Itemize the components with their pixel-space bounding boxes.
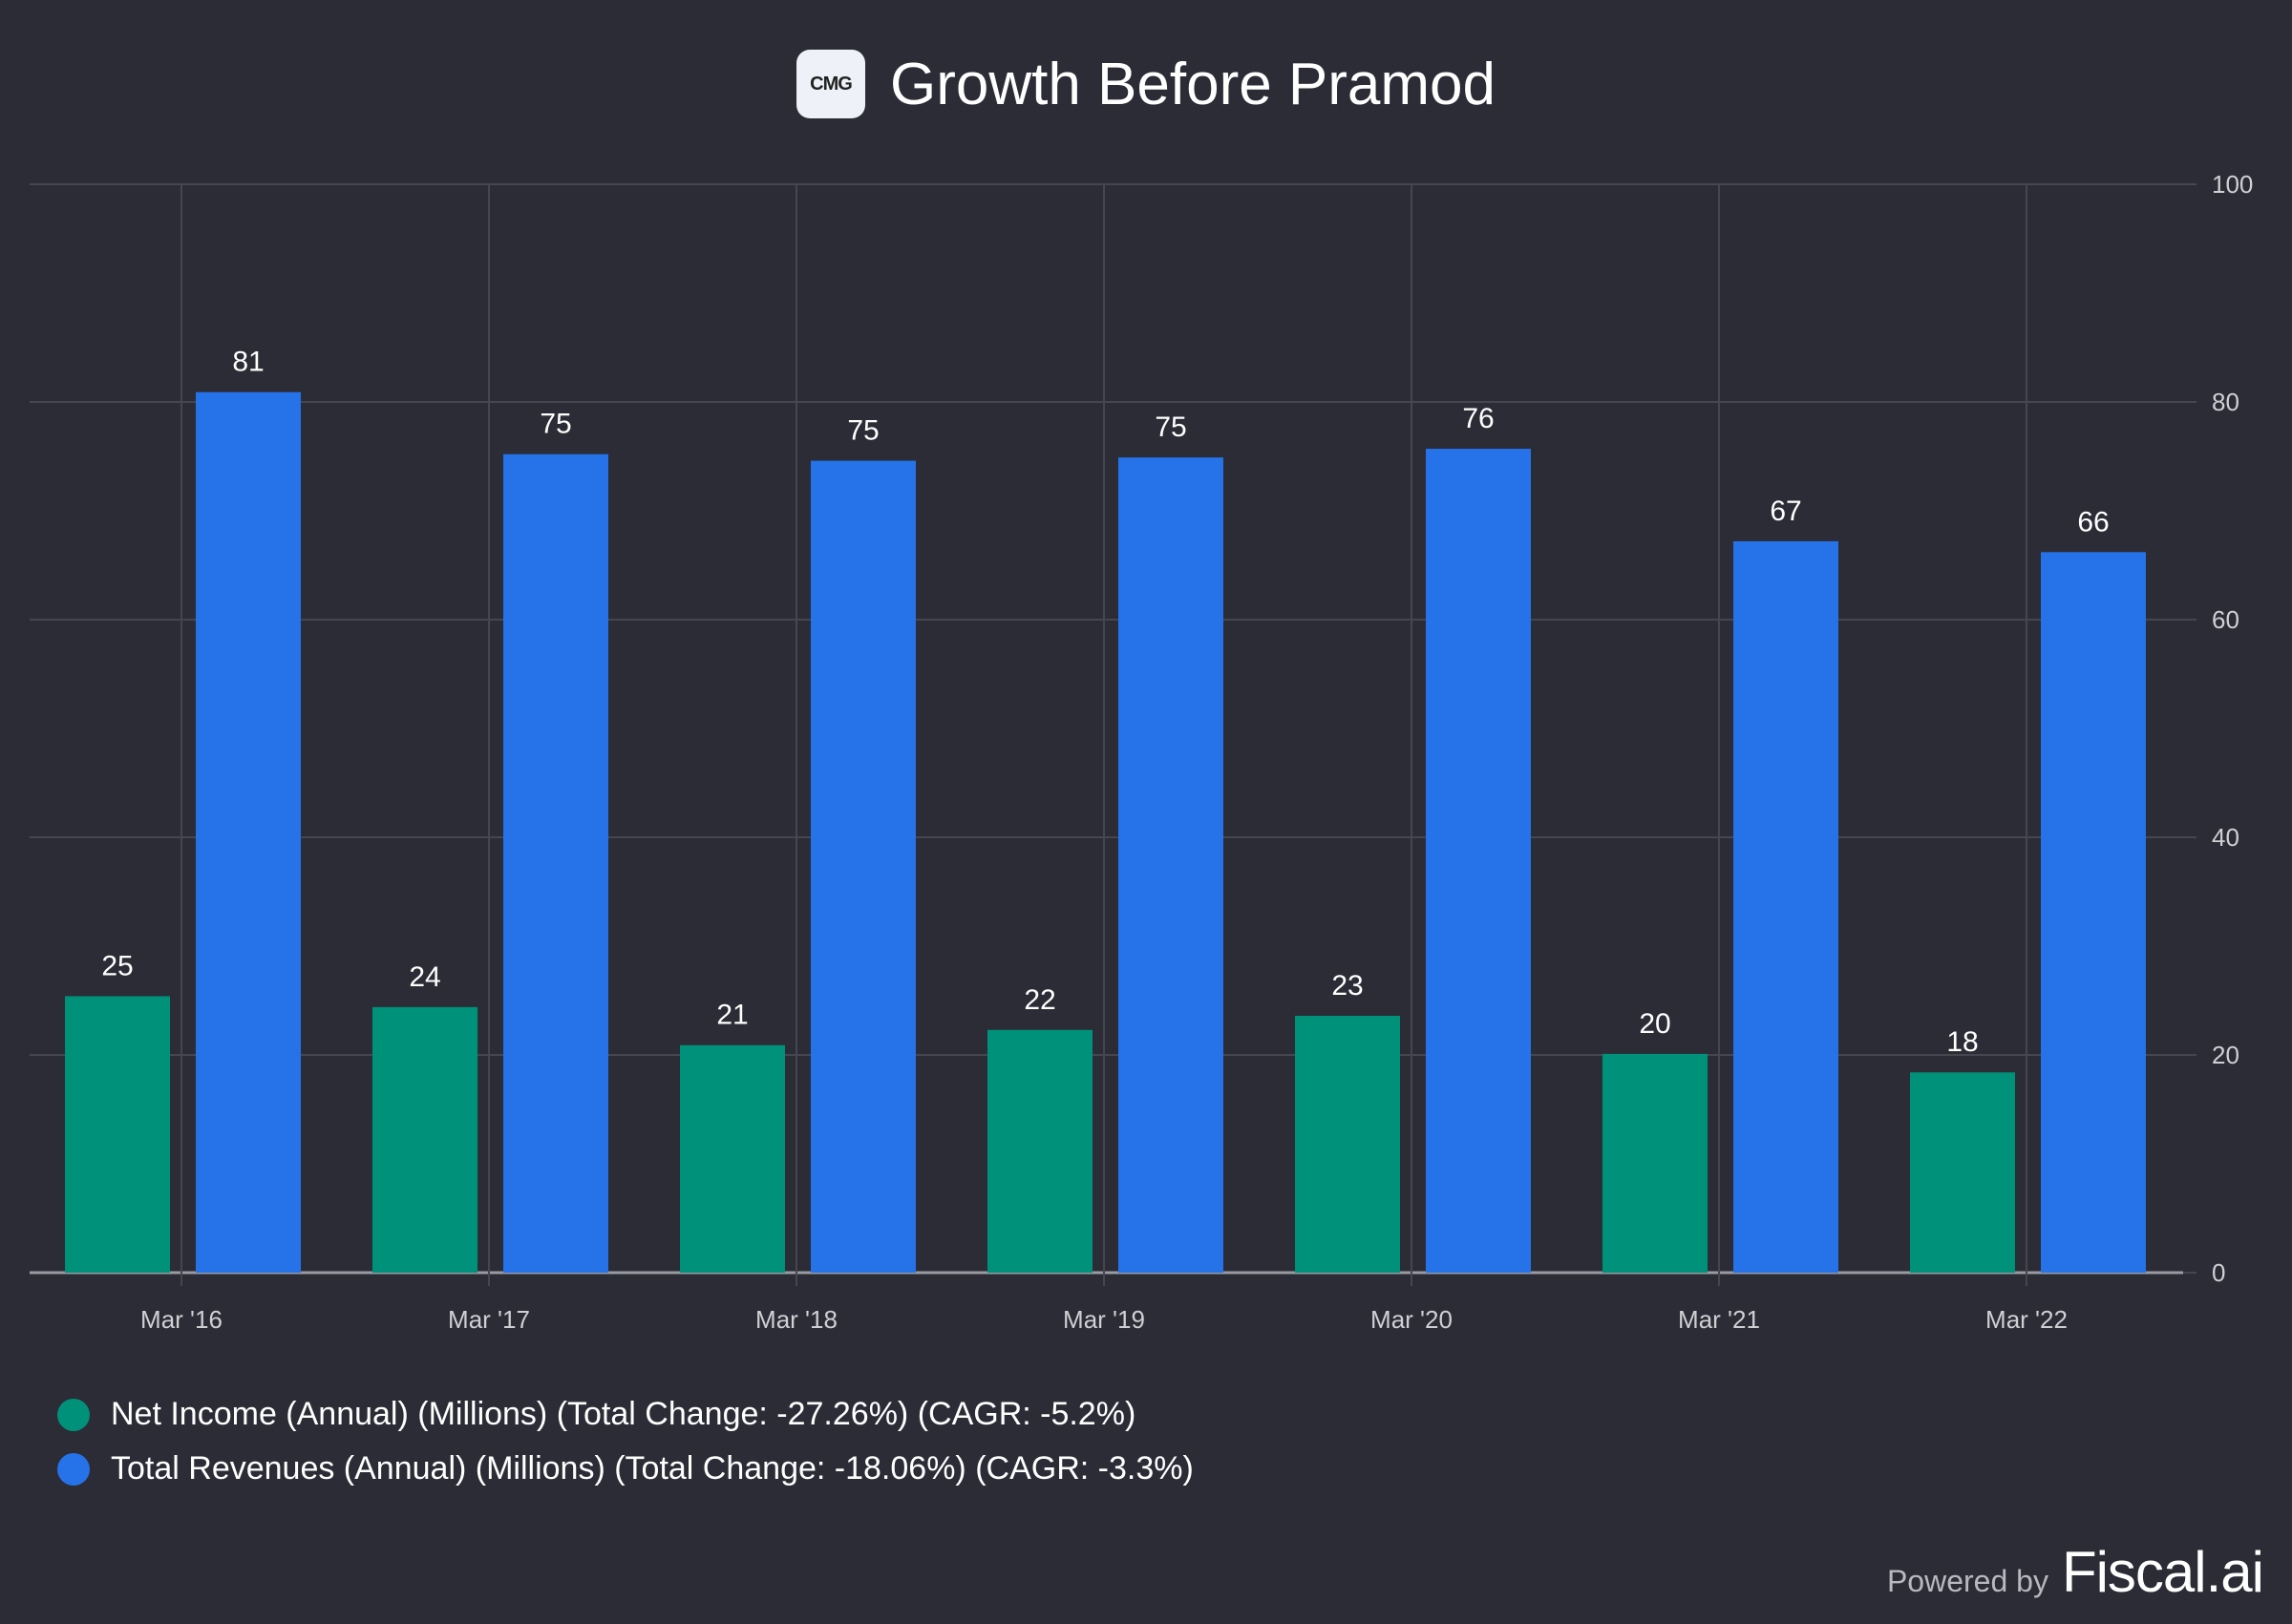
data-label: 67 [1770, 496, 1801, 527]
legend-item-net-income[interactable]: Net Income (Annual) (Millions) (Total Ch… [57, 1396, 1135, 1433]
x-tick-label: Mar '18 [755, 1305, 838, 1334]
bar-chart: 0 20 40 60 80 100 Mar '16 Mar '17 Mar '18 Mar '19… [30, 170, 2253, 1334]
data-label: 76 [1462, 403, 1494, 434]
legend-dot-icon [57, 1398, 90, 1431]
y-tick-label: 80 [2212, 388, 2239, 416]
logo-text: CMG [810, 73, 853, 95]
data-label: 22 [1024, 984, 1055, 1016]
y-tick-label: 40 [2212, 823, 2239, 852]
x-tick-label: Mar '19 [1063, 1305, 1145, 1334]
data-label: 75 [1155, 411, 1186, 443]
powered-by[interactable]: Powered by Fiscal.ai [1886, 1539, 2264, 1605]
y-tick-label: 100 [2212, 170, 2253, 199]
revenue-bar [503, 453, 608, 1274]
y-tick-label: 60 [2212, 605, 2239, 634]
net-income-bar [372, 1006, 478, 1273]
net-income-bar [680, 1044, 785, 1273]
revenue-bar [811, 460, 916, 1273]
legend-dot-icon [57, 1452, 90, 1486]
net-income-bar [1602, 1053, 1708, 1273]
net-income-bar [1295, 1015, 1400, 1273]
y-tick-label: 20 [2212, 1041, 2239, 1069]
data-label: 25 [101, 950, 133, 981]
chart-header: CMG Growth Before Pramod [0, 50, 2292, 118]
revenue-bar [196, 391, 301, 1273]
legend-item-total-revenues[interactable]: Total Revenues (Annual) (Millions) (Tota… [57, 1450, 1194, 1487]
x-tick-label: Mar '21 [1678, 1305, 1760, 1334]
data-label: 21 [716, 1000, 748, 1031]
data-label: 75 [540, 409, 571, 440]
data-label: 81 [232, 347, 264, 378]
data-label: 24 [409, 961, 440, 993]
net-income-bar [65, 996, 170, 1273]
data-label: 23 [1331, 970, 1363, 1002]
powered-by-text: Powered by [1886, 1564, 2048, 1598]
revenue-bar [1426, 449, 1531, 1273]
x-tick-label: Mar '22 [1985, 1305, 2068, 1334]
data-label: 66 [2077, 506, 2109, 538]
legend-label: Net Income (Annual) (Millions) (Total Ch… [111, 1396, 1136, 1432]
revenue-bar [1733, 540, 1838, 1273]
net-income-bar [987, 1029, 1093, 1273]
chart-title: Growth Before Pramod [889, 51, 1496, 117]
brand-logo: Fiscal.ai [2061, 1540, 2264, 1604]
net-income-bar [1910, 1072, 2015, 1273]
x-tick-label: Mar '17 [448, 1305, 530, 1334]
data-label: 18 [1946, 1026, 1978, 1058]
revenue-bar [2041, 552, 2146, 1273]
x-tick-label: Mar '16 [140, 1305, 223, 1334]
company-logo: CMG [796, 50, 865, 118]
data-label: 20 [1639, 1008, 1670, 1040]
revenue-bar [1118, 457, 1223, 1273]
x-tick-label: Mar '20 [1370, 1305, 1453, 1334]
data-label: 75 [847, 415, 879, 447]
legend-label: Total Revenues (Annual) (Millions) (Tota… [111, 1450, 1194, 1487]
y-tick-label: 0 [2212, 1258, 2225, 1287]
